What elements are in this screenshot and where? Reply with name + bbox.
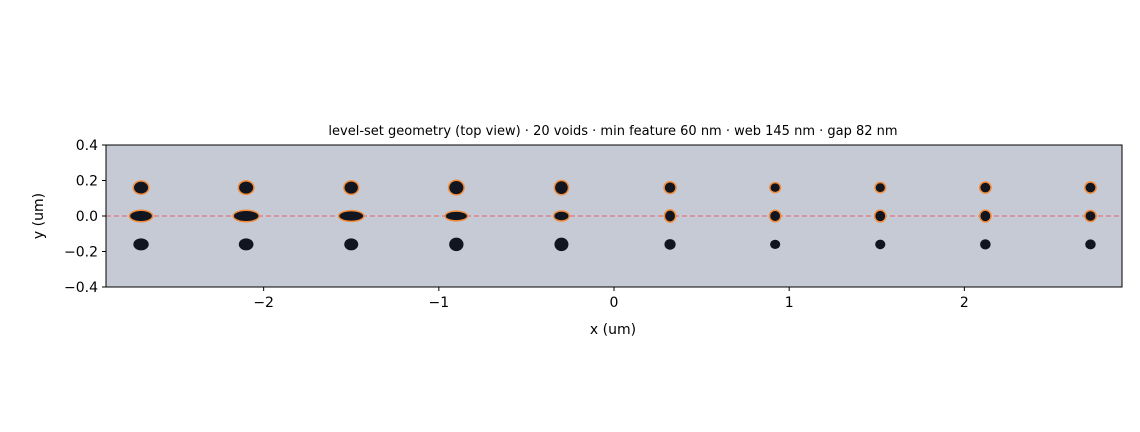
void-top-10	[1084, 181, 1097, 194]
x-tick-label: 1	[785, 295, 794, 311]
void-shape	[875, 239, 886, 250]
void-shape	[233, 211, 259, 221]
void-shape	[664, 182, 676, 193]
y-tick-label: 0.0	[76, 209, 98, 225]
y-tick-label: 0.2	[76, 174, 98, 190]
voids-layer	[128, 179, 1097, 252]
void-bottom-2	[238, 238, 254, 251]
void-top-8	[874, 181, 887, 194]
void-center-4	[444, 210, 469, 222]
void-bottom-6	[664, 239, 676, 250]
void-bottom-1	[133, 238, 149, 251]
void-shape	[770, 183, 780, 192]
void-shape	[554, 237, 569, 252]
void-center-9	[978, 209, 992, 223]
void-shape	[339, 211, 364, 221]
x-axis-title: x (um)	[590, 322, 636, 338]
void-center-3	[337, 209, 365, 223]
x-tick-label: 0	[610, 295, 619, 311]
void-center-8	[873, 209, 887, 223]
void-shape	[665, 210, 675, 222]
void-shape	[980, 182, 991, 193]
void-center-2	[232, 209, 260, 223]
void-center-1	[128, 209, 154, 223]
void-top-5	[553, 179, 570, 196]
void-shape	[770, 239, 781, 250]
void-shape	[130, 211, 152, 221]
void-center-6	[663, 209, 677, 223]
void-shape	[238, 238, 254, 251]
void-top-6	[663, 180, 677, 195]
void-center-7	[768, 209, 782, 223]
x-tick-label: −2	[253, 295, 274, 311]
void-top-9	[978, 181, 992, 194]
void-center-10	[1084, 209, 1097, 223]
void-top-3	[343, 180, 360, 196]
chart-title: level-set geometry (top view) · 20 voids…	[328, 124, 897, 139]
void-center-5	[552, 210, 570, 222]
y-tick-label: −0.2	[64, 245, 98, 261]
x-tick-label: −1	[429, 295, 450, 311]
void-shape	[449, 181, 464, 195]
void-shape	[1085, 211, 1096, 221]
void-shape	[875, 210, 886, 222]
void-bottom-3	[344, 238, 359, 251]
void-top-7	[769, 181, 782, 194]
void-shape	[980, 239, 991, 250]
y-tick-label: −0.4	[64, 280, 98, 296]
x-axis-ticks: −2 −1 0 1 2	[253, 287, 969, 311]
void-bottom-10	[1085, 239, 1096, 250]
void-shape	[1085, 239, 1096, 250]
void-shape	[554, 211, 569, 221]
void-shape	[449, 237, 464, 252]
void-shape	[770, 211, 781, 221]
void-shape	[980, 210, 991, 222]
void-top-1	[132, 180, 150, 195]
void-shape	[875, 183, 885, 193]
void-bottom-4	[449, 237, 464, 252]
y-tick-label: 0.4	[76, 138, 98, 154]
void-shape	[133, 238, 149, 251]
y-axis-title: y (um)	[31, 193, 47, 239]
void-shape	[344, 238, 359, 251]
void-shape	[445, 211, 467, 221]
void-shape	[239, 181, 254, 194]
void-shape	[134, 181, 149, 194]
void-shape	[555, 181, 568, 194]
y-axis-ticks: 0.4 0.2 0.0 −0.2 −0.4	[64, 138, 106, 296]
void-bottom-7	[770, 239, 781, 250]
void-shape	[1085, 182, 1096, 193]
void-bottom-5	[554, 237, 569, 252]
void-shape	[664, 239, 676, 250]
void-shape	[344, 181, 358, 194]
void-top-4	[447, 179, 465, 196]
x-tick-label: 2	[960, 295, 969, 311]
void-bottom-8	[875, 239, 886, 250]
void-bottom-9	[980, 239, 991, 250]
void-top-2	[237, 180, 255, 196]
